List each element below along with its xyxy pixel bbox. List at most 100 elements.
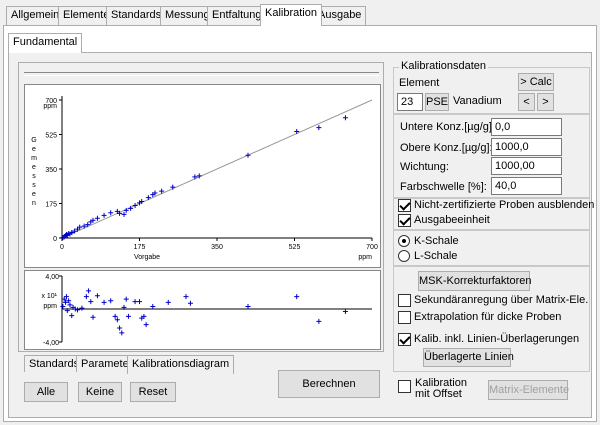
tab-messung[interactable]: Messung <box>160 6 215 25</box>
sekundaeranregung-label: Sekundäranregung über Matrix-Ele. <box>414 294 589 306</box>
data-point <box>196 173 202 179</box>
data-point <box>101 299 107 305</box>
data-point <box>141 313 147 319</box>
data-point <box>123 207 129 213</box>
data-point <box>69 313 75 319</box>
x-tick-label: 175 <box>134 244 146 251</box>
data-point <box>94 215 100 221</box>
element-number-field[interactable]: 23 <box>397 93 423 111</box>
tab-standards[interactable]: Standards <box>106 6 167 25</box>
residual-plot-panel <box>24 270 381 350</box>
nicht-zertifizierte-label: Nicht-zertifizierte Proben ausblenden <box>414 199 595 211</box>
ueberlagerte-linien-button[interactable]: Überlagerte Linien <box>423 348 514 367</box>
data-point <box>94 293 100 299</box>
data-point <box>128 205 134 211</box>
x-axis-title: Vorgabe <box>134 254 160 261</box>
data-point <box>137 299 142 305</box>
next-element-button[interactable]: > <box>537 93 554 111</box>
nicht-zertifizierte-checkbox[interactable] <box>398 199 411 212</box>
data-point <box>69 229 75 235</box>
keine-button[interactable]: Keine <box>78 382 122 402</box>
element-label: Element <box>399 77 440 89</box>
data-point <box>86 288 92 294</box>
data-point <box>316 125 322 131</box>
tab-parameter[interactable]: Parameter <box>76 355 138 372</box>
data-point <box>121 211 127 217</box>
obere-konz-field[interactable]: 1000,0 <box>491 138 562 156</box>
data-point <box>117 210 123 216</box>
data-point <box>119 330 125 336</box>
data-point <box>123 296 129 302</box>
l-schale-label: L-Schale <box>414 250 458 262</box>
x-tick-label: 700 <box>366 244 378 251</box>
calc-button[interactable]: > Calc <box>518 73 554 91</box>
y-axis-title-letter: n <box>32 200 36 207</box>
tab-kalibrationsdiagram[interactable]: Kalibrationsdiagram <box>127 355 235 374</box>
data-point <box>63 299 69 305</box>
matrix-elemente-button[interactable]: Matrix-Elemente <box>488 380 569 400</box>
tab-entfaltung[interactable]: Entfaltung <box>207 6 267 25</box>
data-point <box>81 223 87 229</box>
element-name: Vanadium <box>453 95 502 107</box>
kalibrationsdaten-title: Kalibrationsdaten <box>399 60 489 72</box>
tab-kalibration[interactable]: Kalibration <box>260 4 322 26</box>
untere-konz-field[interactable]: 0,0 <box>491 118 562 136</box>
residual-unit-label-2: ppm <box>43 303 57 310</box>
k-schale-label: K-Schale <box>414 235 459 247</box>
tab-fundamental[interactable]: Fundamental <box>8 33 83 53</box>
data-point <box>85 222 91 228</box>
tab-standards-bottom[interactable]: Standards <box>24 355 85 372</box>
data-point <box>67 302 73 308</box>
offset-label-line1: Kalibration <box>415 377 467 389</box>
kalib-linien-label: Kalib. inkl. Linien-Überlagerungen <box>414 333 580 345</box>
residual-tick-label-bottom: -4,00 <box>43 340 59 347</box>
kalib-linien-checkbox[interactable] <box>398 333 411 346</box>
y-tick-label: 700 <box>45 98 57 105</box>
untere-konz-label: Untere Konz.[µg/g]: <box>400 121 495 133</box>
berechnen-button[interactable]: Berechnen <box>278 370 380 398</box>
ausgabeeinheit-checkbox[interactable] <box>398 214 411 227</box>
residual-chart: 4,00 -4,00 x 10¹ ppm <box>41 274 372 347</box>
data-point <box>90 314 96 320</box>
x-tick-label: 525 <box>289 244 301 251</box>
y-axis-title-letter: e <box>32 191 36 198</box>
y-axis-title-letter: m <box>31 155 37 162</box>
farbschwelle-field[interactable]: 40,0 <box>491 177 562 195</box>
msk-korrekturfaktoren-button[interactable]: MSK-Korrekturfaktoren <box>418 271 531 291</box>
data-point <box>187 300 193 306</box>
data-point <box>152 190 158 196</box>
k-schale-radio[interactable] <box>398 235 410 247</box>
wichtung-field[interactable]: 1000,00 <box>491 157 562 175</box>
fit-line <box>61 99 373 239</box>
x-tick-label: 0 <box>60 244 64 251</box>
farbschwelle-label: Farbschwelle [%]: <box>400 181 487 193</box>
y-unit-label: ppm <box>43 103 57 110</box>
data-point <box>294 294 300 300</box>
tab-allgemein[interactable]: Allgemein <box>6 6 65 25</box>
pse-button[interactable]: PSE <box>425 93 449 111</box>
data-point <box>342 115 348 121</box>
data-point <box>63 294 69 300</box>
data-point <box>72 306 78 312</box>
reset-button[interactable]: Reset <box>130 382 176 402</box>
l-schale-radio[interactable] <box>398 250 410 262</box>
data-point <box>64 308 70 314</box>
parameter-group <box>393 114 590 198</box>
offset-checkbox[interactable] <box>398 380 411 393</box>
alle-button[interactable]: Alle <box>24 382 68 402</box>
data-point <box>294 129 300 135</box>
prev-element-button[interactable]: < <box>518 93 535 111</box>
data-point <box>245 304 251 310</box>
sekundaeranregung-checkbox[interactable] <box>398 294 411 307</box>
offset-label-line2: mit Offset <box>415 388 462 400</box>
data-point <box>183 294 189 300</box>
extrapolation-checkbox[interactable] <box>398 311 411 324</box>
data-point <box>71 228 77 234</box>
data-point <box>88 299 94 305</box>
extrapolation-label: Extrapolation für dicke Proben <box>414 311 562 323</box>
data-point <box>139 199 145 205</box>
y-tick-label: 0 <box>53 236 57 243</box>
y-axis-title-letter: s <box>32 182 36 189</box>
schale-group <box>393 230 590 266</box>
